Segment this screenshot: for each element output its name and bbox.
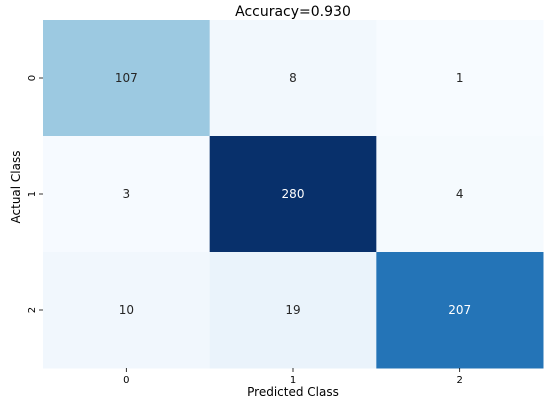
heatmap-cell-labels: 107 8 1 3 280 4 10 19 207 [115, 71, 471, 317]
cell-value-r2-c1: 19 [285, 303, 300, 317]
heatmap-cell-r0-c1 [209, 20, 377, 137]
heatmap-cell-r0-c2 [376, 20, 544, 137]
x-axis-ticks: 0 1 2 [123, 368, 463, 386]
y-tick-label: 1 [27, 191, 38, 197]
cell-value-r2-c2: 207 [448, 303, 471, 317]
x-axis-label: Predicted Class [247, 385, 339, 399]
cell-value-r1-c0: 3 [123, 187, 131, 201]
y-axis-ticks: 0 1 2 [27, 75, 43, 313]
heatmap-cell-r1-c2 [376, 136, 544, 253]
cell-value-r0-c2: 1 [456, 71, 464, 85]
chart-title: Accuracy=0.930 [235, 4, 351, 20]
cell-value-r0-c0: 107 [115, 71, 138, 85]
heatmap-cell-r1-c1 [209, 136, 377, 253]
heatmap-cell-r2-c2 [376, 252, 544, 369]
x-tick-label: 2 [456, 375, 462, 386]
heatmap-cells [43, 20, 544, 369]
cell-value-r1-c2: 4 [456, 187, 464, 201]
cell-value-r0-c1: 8 [289, 71, 297, 85]
cell-value-r1-c1: 280 [282, 187, 305, 201]
heatmap-cell-r2-c1 [209, 252, 377, 369]
heatmap-cell-r2-c0 [43, 252, 211, 369]
y-tick-label: 0 [27, 75, 38, 81]
cell-value-r2-c0: 10 [119, 303, 134, 317]
y-tick-label: 2 [27, 307, 38, 313]
heatmap-cell-r1-c0 [43, 136, 211, 253]
heatmap-cell-r0-c0 [43, 20, 211, 137]
x-tick-label: 0 [123, 375, 129, 386]
x-tick-label: 1 [290, 375, 296, 386]
y-axis-label: Actual Class [9, 151, 23, 224]
